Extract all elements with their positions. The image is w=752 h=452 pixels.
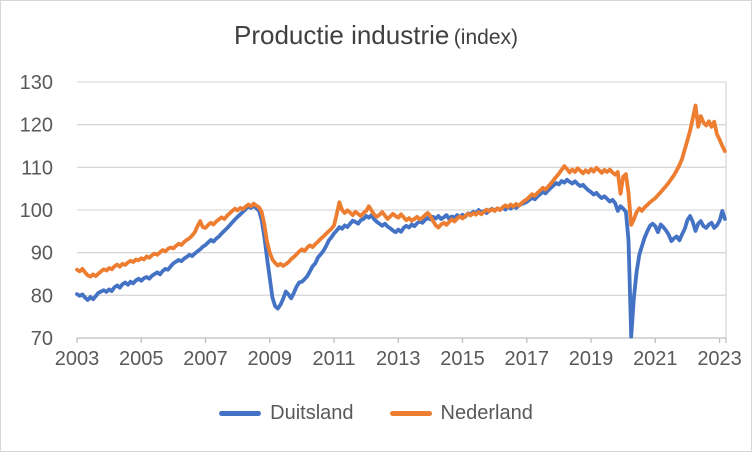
legend-label-duitsland: Duitsland xyxy=(270,402,354,424)
x-axis-tick-label: 2021 xyxy=(633,348,678,370)
series-line-duitsland xyxy=(75,177,727,339)
legend-item-duitsland: Duitsland xyxy=(219,402,354,425)
x-axis-tick-label: 2003 xyxy=(55,348,100,370)
x-axis-tick-label: 2007 xyxy=(183,348,228,370)
y-axis-tick-label: 120 xyxy=(20,115,53,137)
chart-title: Productie industrie (index) xyxy=(1,20,751,51)
chart-title-main: Productie industrie xyxy=(234,20,450,50)
x-axis-tick-label: 2023 xyxy=(697,348,742,370)
y-axis-tick-label: 80 xyxy=(31,285,53,307)
x-axis-tick-label: 2015 xyxy=(440,348,485,370)
x-axis-tick-label: 2011 xyxy=(313,348,356,370)
y-axis-tick-label: 100 xyxy=(20,200,53,222)
y-axis-tick-label: 110 xyxy=(21,157,53,179)
nederland-line-swatch xyxy=(389,411,432,416)
chart-title-suffix: (index) xyxy=(453,26,518,49)
x-axis-tick-label: 2005 xyxy=(119,348,164,370)
y-axis-tick-label: 130 xyxy=(20,72,53,94)
legend-item-nederland: Nederland xyxy=(389,402,533,425)
x-axis-tick-label: 2017 xyxy=(505,348,550,370)
x-axis-tick-label: 2013 xyxy=(376,348,421,370)
series-line-nederland xyxy=(75,103,727,279)
duitsland-line-swatch xyxy=(219,411,262,416)
chart-legend: Duitsland Nederland xyxy=(1,402,751,425)
legend-label-nederland: Nederland xyxy=(440,402,533,424)
x-axis-tick-label: 2019 xyxy=(569,348,614,370)
x-axis-tick-label: 2009 xyxy=(248,348,293,370)
y-axis-tick-label: 70 xyxy=(31,328,53,350)
y-axis-tick-label: 90 xyxy=(31,243,53,265)
